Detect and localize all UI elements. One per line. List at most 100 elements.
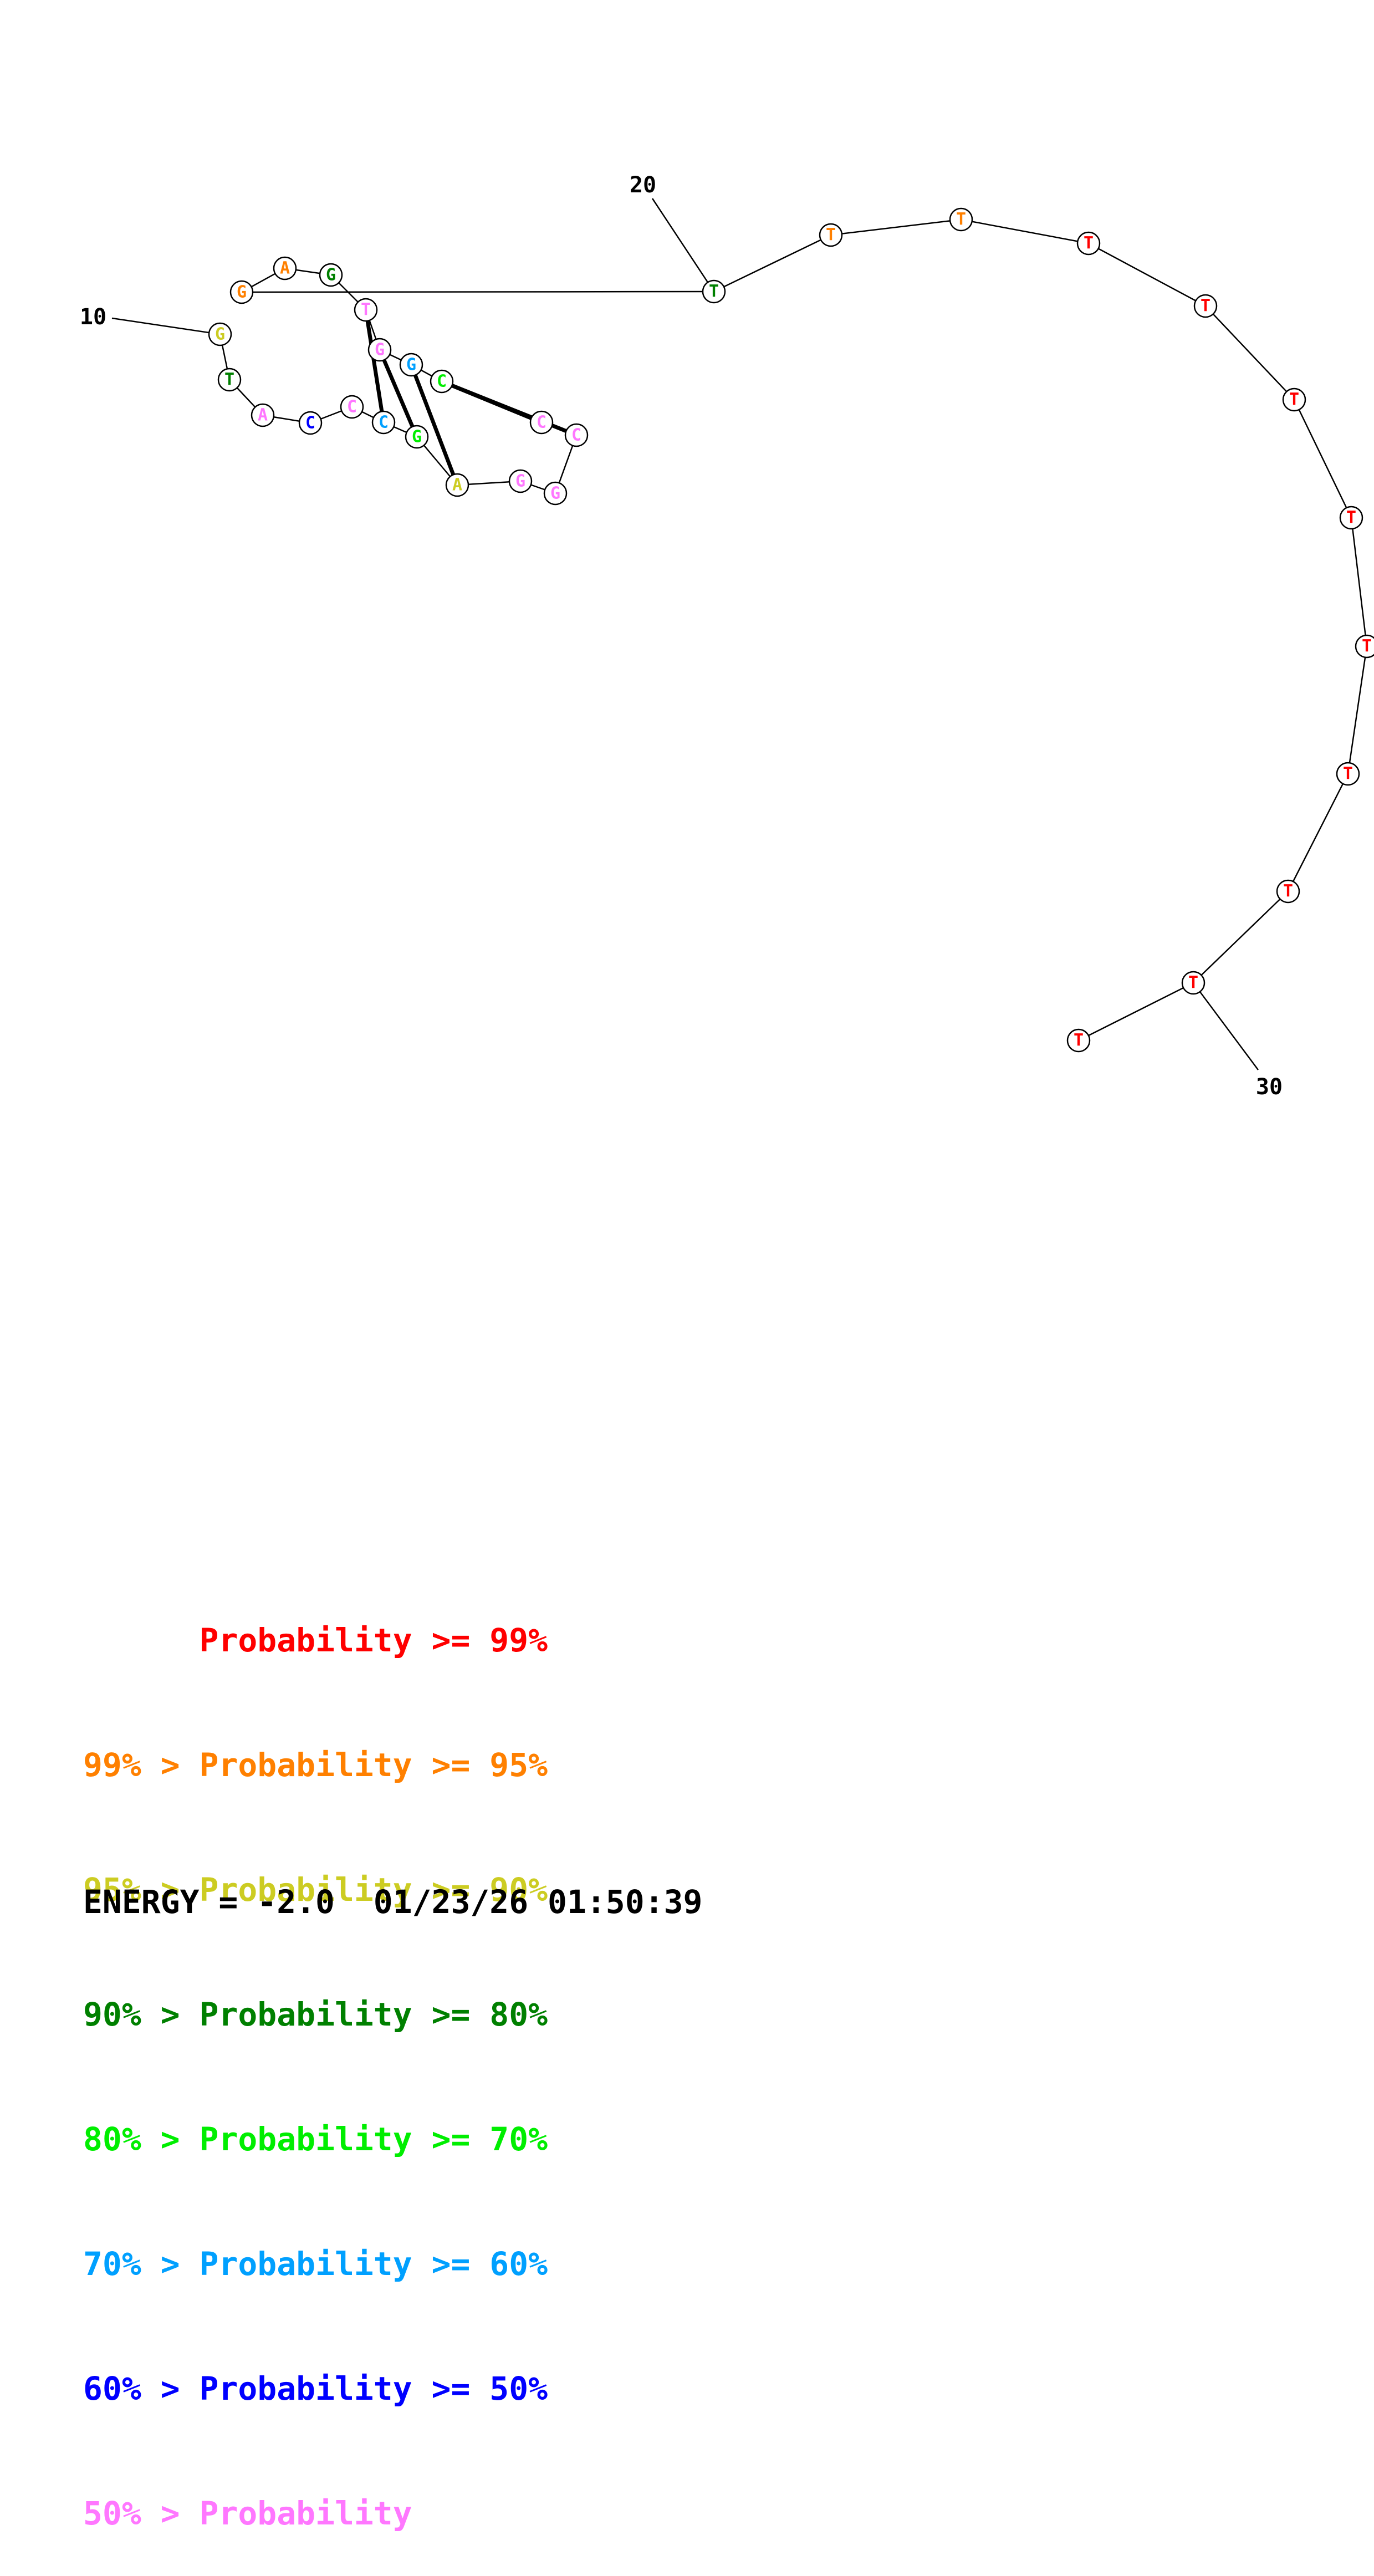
backbone-segment	[1205, 305, 1295, 400]
nucleotide: C	[430, 369, 454, 394]
backbone-segment	[1193, 891, 1289, 983]
nucleotide-letter: T	[1346, 508, 1356, 528]
nucleotide-circle	[251, 403, 275, 427]
nucleotide: C	[340, 395, 364, 419]
nucleotide: G	[508, 469, 533, 493]
backbone-segment	[961, 218, 1089, 244]
nucleotide: T	[1066, 1028, 1091, 1053]
nucleotide-letter: G	[406, 355, 416, 375]
nucleotide: T	[702, 279, 726, 304]
nucleotide: A	[251, 403, 275, 427]
nucleotide-circle	[1282, 387, 1306, 412]
nucleotide-letter: G	[237, 283, 247, 302]
nucleotide-circle	[371, 410, 396, 435]
nucleotide-circle	[819, 223, 843, 247]
legend-line-1: Probability >= 99%	[83, 1621, 548, 1659]
nucleotide-circle	[949, 207, 973, 232]
nucleotide: T	[354, 298, 378, 322]
nucleotide-circle	[1181, 971, 1206, 995]
nucleotide-circle	[354, 298, 378, 322]
nucleotide-letter: C	[571, 426, 581, 445]
backbone-segment	[830, 218, 962, 236]
base-pair-bond	[441, 379, 543, 425]
nucleotide-letter: T	[1283, 882, 1293, 901]
nucleotide-circle	[1355, 634, 1374, 659]
nucleotide-circle	[298, 411, 323, 435]
nucleotide-circle	[1336, 762, 1360, 786]
backbone-segment	[713, 234, 831, 293]
backbone-segment	[1350, 517, 1368, 647]
nucleotide: T	[819, 223, 843, 247]
backbone-lines	[219, 218, 1368, 1042]
base-pair-bond	[364, 309, 386, 423]
nucleotide-letter: C	[437, 372, 447, 391]
legend-line-3: 95% > Probability >= 90%	[83, 1871, 548, 1909]
backbone-segment	[1293, 399, 1352, 518]
nucleotide: T	[1282, 387, 1306, 412]
nucleotide-letter: G	[412, 427, 422, 447]
nucleotide-letter: G	[550, 484, 560, 503]
legend-line-8: 50% > Probability	[83, 2495, 412, 2532]
nucleotide-letter: T	[956, 210, 966, 229]
base-pair-bond	[377, 349, 419, 438]
nucleotide-circle	[1276, 879, 1300, 904]
nucleotide: A	[273, 256, 297, 280]
nucleotide: T	[1355, 634, 1374, 659]
nucleotide: G	[405, 425, 429, 449]
nucleotide-circle	[405, 425, 429, 449]
nucleotide-circle	[543, 481, 568, 506]
nucleotide-circle	[208, 322, 232, 346]
nucleotide: C	[371, 410, 396, 435]
nucleotide: T	[1339, 506, 1363, 530]
nucleotide: G	[399, 353, 423, 377]
nucleotide-letter: T	[1362, 637, 1372, 656]
nucleotide-circle	[1076, 231, 1101, 256]
base-pair-bonds	[364, 309, 578, 486]
position-label: 10	[80, 304, 106, 330]
nucleotide: T	[1076, 231, 1101, 256]
nucleotide: T	[1193, 294, 1218, 318]
nucleotide-circle	[564, 423, 589, 447]
nucleotide-letter: A	[258, 406, 268, 425]
position-label: 20	[630, 172, 656, 198]
nucleotide: T	[949, 207, 973, 232]
nucleotide-letter: C	[347, 397, 357, 417]
nucleotide-circle	[529, 410, 554, 435]
backbone-segment	[1088, 242, 1206, 307]
nucleotide-circle	[273, 256, 297, 280]
nucleotide-letter: T	[1289, 390, 1299, 410]
legend-line-4: 90% > Probability >= 80%	[83, 1996, 548, 2033]
nucleotide-letter: T	[1188, 973, 1198, 993]
nucleotide-letter: G	[215, 325, 225, 344]
legend-line-7: 60% > Probability >= 50%	[83, 2370, 548, 2407]
nucleotide-circle	[217, 368, 242, 392]
nucleotide-letter: A	[280, 259, 290, 278]
nucleotide: C	[529, 410, 554, 435]
nucleotide-circle	[229, 280, 254, 304]
nucleotide-letter: T	[826, 226, 836, 245]
nucleotide: G	[229, 280, 254, 304]
nucleotide: T	[1336, 762, 1360, 786]
legend-line-6: 70% > Probability >= 60%	[83, 2245, 548, 2283]
nucleotide: T	[1181, 971, 1206, 995]
nucleotide: G	[319, 263, 343, 287]
nucleotide-circle	[367, 338, 392, 362]
nucleotide-circle	[1339, 506, 1363, 530]
nucleotide: A	[445, 473, 469, 497]
nucleotide-circle	[399, 353, 423, 377]
nucleotide-letter: T	[1074, 1031, 1084, 1050]
nucleotide: C	[298, 411, 323, 435]
position-tick	[651, 198, 715, 292]
nucleotide-letter: T	[224, 370, 234, 390]
backbone-segment	[1078, 982, 1194, 1042]
nucleotide: G	[367, 338, 392, 362]
nucleotide-circle	[445, 473, 469, 497]
base-pair-bond	[409, 364, 459, 486]
nucleotide-letter: A	[452, 476, 462, 495]
nucleotide: G	[543, 481, 568, 506]
position-label: 30	[1256, 1074, 1283, 1100]
nucleotide-circle	[702, 279, 726, 304]
nucleotide-letter: C	[537, 413, 546, 432]
probability-legend: Probability >= 99% 99% > Probability >= …	[83, 1537, 548, 2576]
